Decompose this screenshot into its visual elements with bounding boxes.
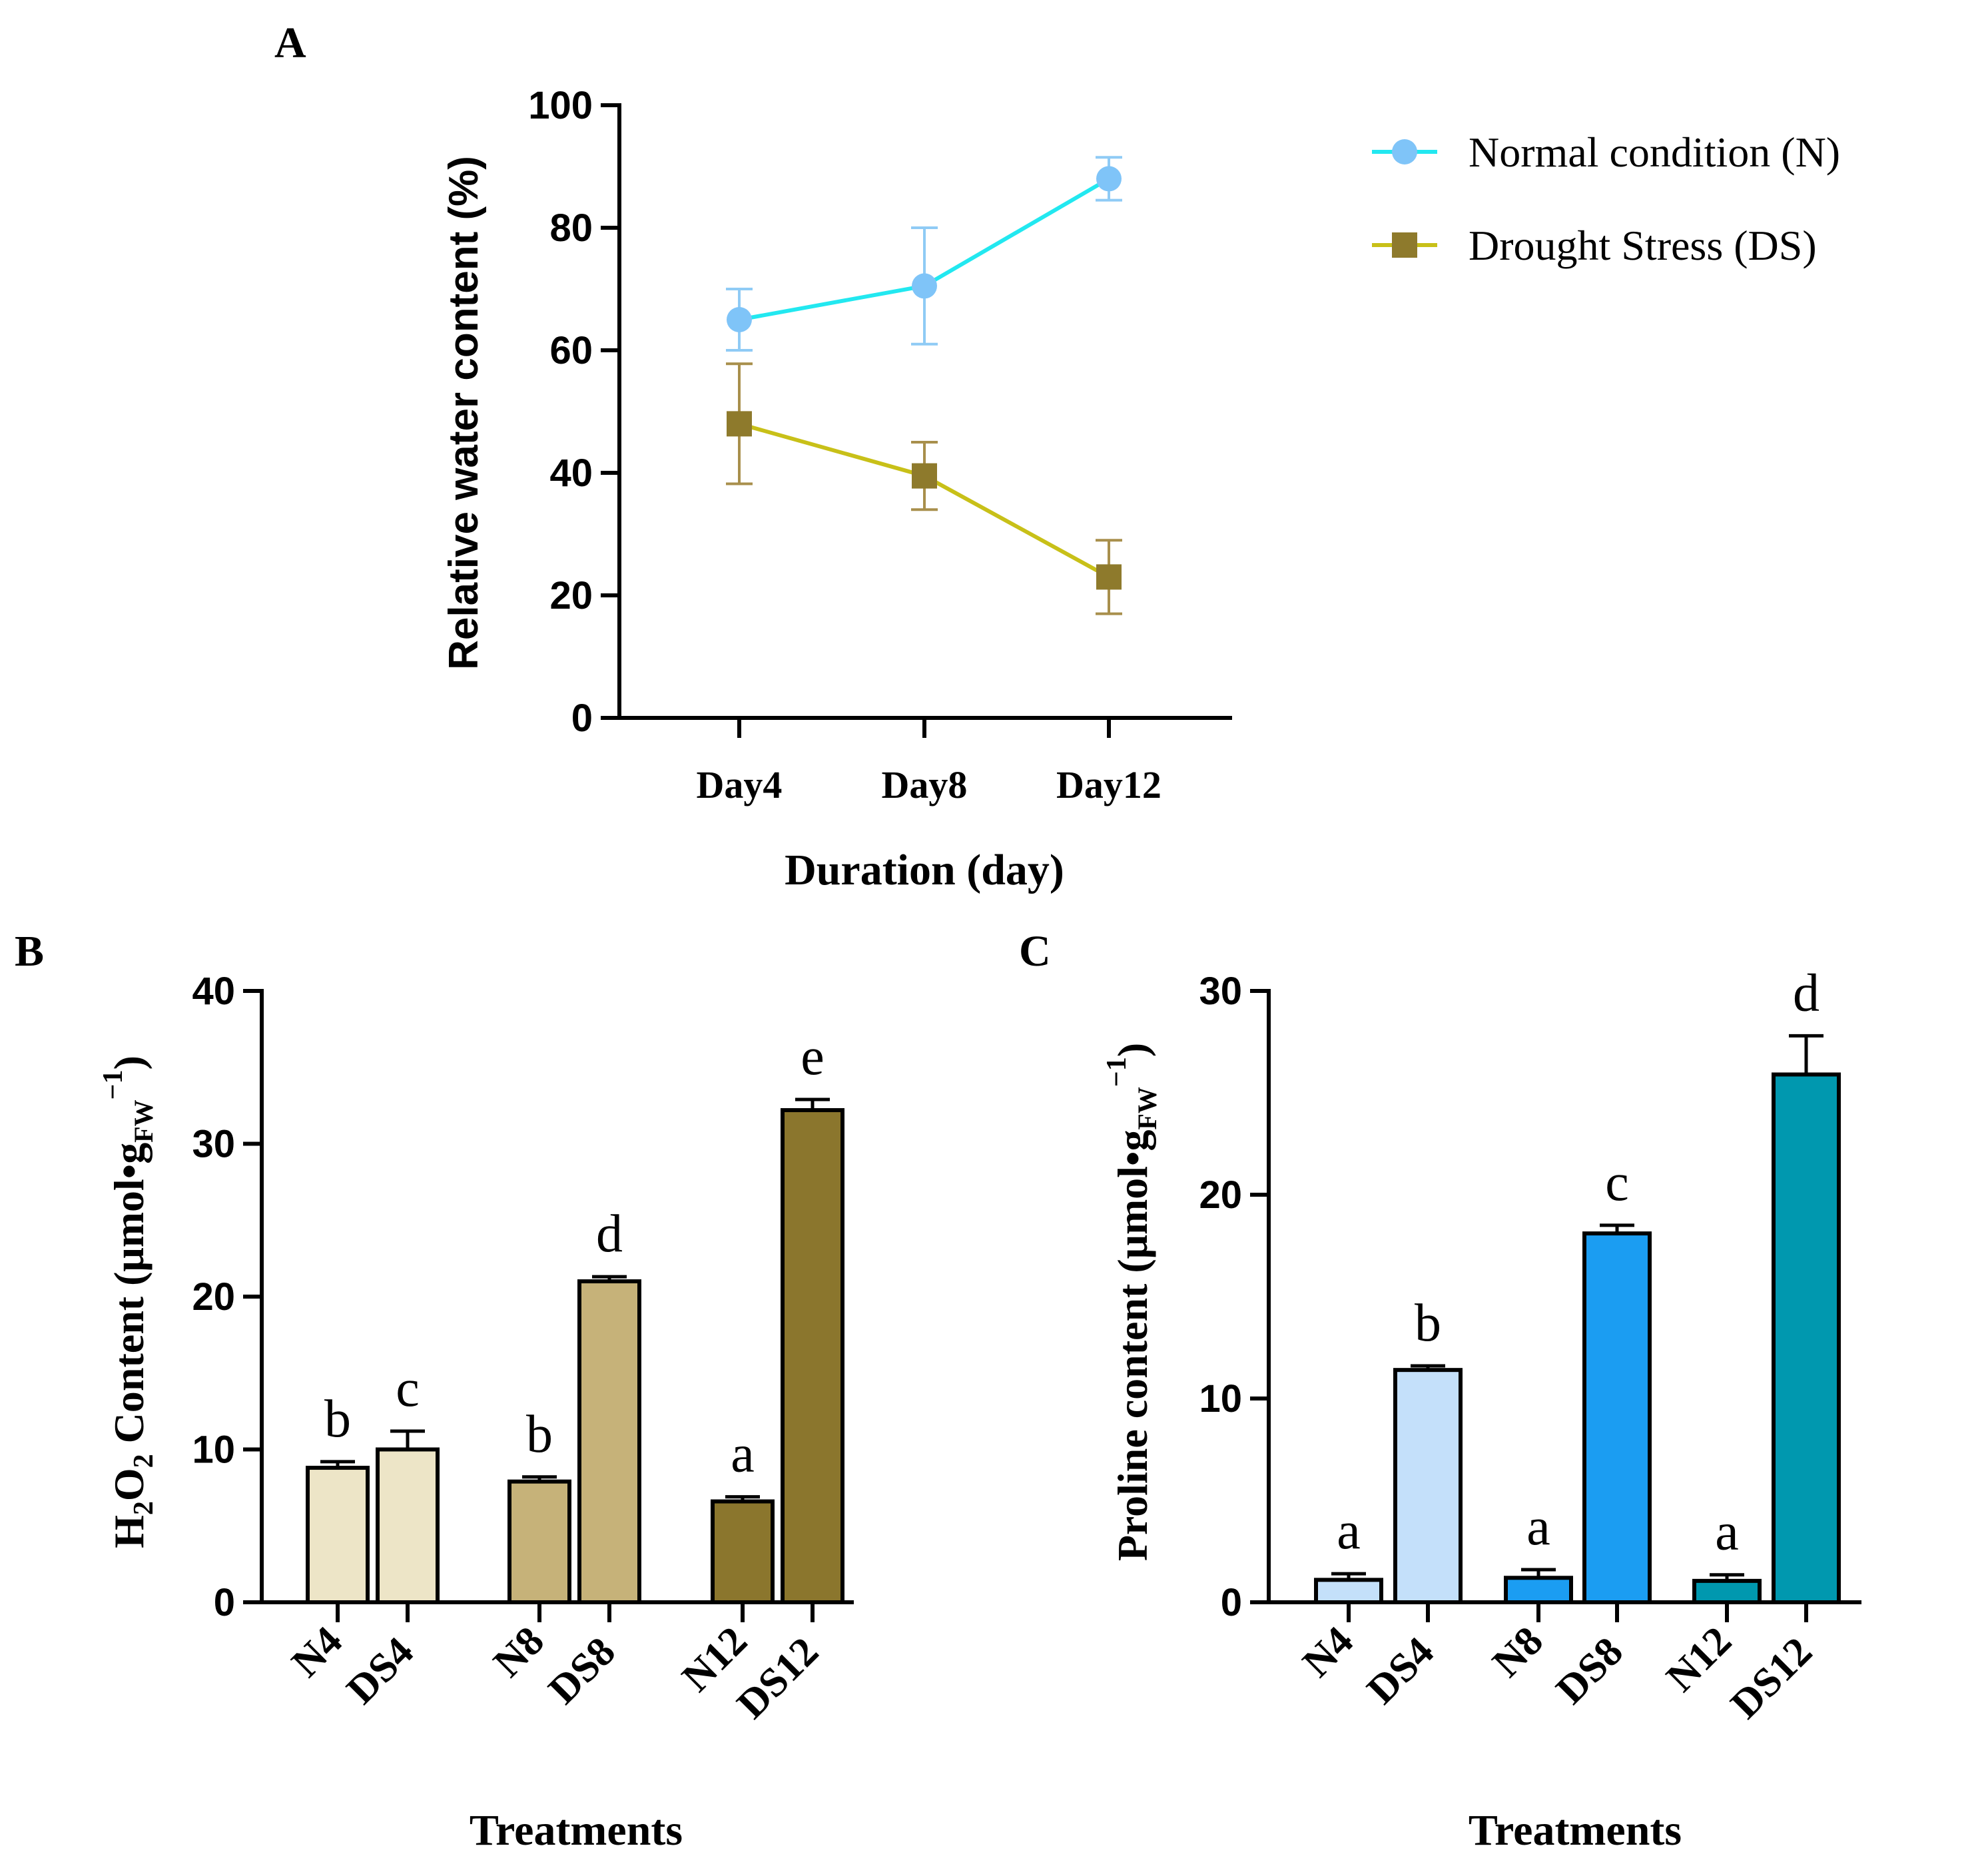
- panel-a-y-tick-label: 60: [549, 329, 593, 372]
- panel-a-x-ticks: Day4 Day8 Day12: [697, 718, 1161, 806]
- bar-ds4: [1393, 1368, 1463, 1604]
- x-tick-label: N8: [485, 1618, 553, 1686]
- panel-a-y-tick-label: 100: [528, 84, 593, 127]
- x-tick-label: DS4: [1359, 1629, 1443, 1713]
- panel-c-label: C: [1019, 927, 1051, 976]
- bar-ds4: [376, 1447, 440, 1604]
- panel-c-y-tick-label: 20: [1199, 1173, 1242, 1217]
- data-point-drought: [1096, 564, 1122, 590]
- bar-ds8: [1582, 1231, 1652, 1604]
- bar-ds12: [781, 1108, 844, 1604]
- panel-a-y-tick-label: 0: [571, 697, 593, 740]
- x-tick-label: N12: [1658, 1618, 1740, 1701]
- x-tick-label: N4: [283, 1618, 351, 1686]
- x-tick-label: N8: [1484, 1618, 1552, 1686]
- significance-letter: b: [324, 1390, 351, 1448]
- panel-c-y-ticks: 0 10 20 30: [1199, 970, 1269, 1624]
- panel-b-y-tick-label: 20: [192, 1275, 235, 1319]
- panel-c-y-tick-label: 0: [1221, 1581, 1242, 1624]
- panel-a-axes: [617, 103, 1232, 720]
- panel-a-y-tick-label: 40: [549, 452, 593, 495]
- panel-a: A 0 20 40 60 80 100 Day4 Day8 Day12 Relative wa…: [274, 19, 1840, 894]
- legend-marker-normal: [1392, 139, 1417, 164]
- bar-ds12: [1772, 1072, 1841, 1604]
- panel-a-x-tick-label: Day12: [1056, 763, 1161, 806]
- significance-letter: a: [1715, 1503, 1739, 1562]
- significance-letter: e: [801, 1028, 825, 1086]
- data-point-normal: [727, 307, 752, 332]
- panel-a-y-tick-label: 20: [549, 574, 593, 617]
- bar-ds8: [577, 1279, 641, 1605]
- x-tick-label: DS4: [338, 1629, 422, 1713]
- panel-c-y-tick-label: 10: [1199, 1377, 1242, 1420]
- bar-n12: [711, 1499, 775, 1605]
- bar-n8: [1504, 1576, 1573, 1605]
- panel-a-y-tick-label: 80: [549, 206, 593, 250]
- significance-letter: c: [1605, 1153, 1629, 1212]
- significance-letter: d: [596, 1205, 623, 1263]
- panel-a-label: A: [274, 19, 306, 67]
- panel-a-x-tick-label: Day8: [882, 763, 968, 806]
- panel-b-y-axis-label: H2O2 Content (μmol•gFW−1): [98, 1056, 159, 1548]
- panel-b-y-tick-label: 30: [192, 1123, 235, 1166]
- significance-letter: a: [1526, 1498, 1550, 1556]
- panel-c-y-tick-label: 30: [1199, 970, 1242, 1013]
- panel-b-x-axis-label: Treatments: [470, 1806, 683, 1855]
- legend-label-normal: Normal condition (N): [1469, 129, 1840, 176]
- bar-n8: [507, 1479, 571, 1605]
- x-tick-label: DS8: [540, 1629, 624, 1713]
- significance-letter: b: [1415, 1294, 1441, 1353]
- panel-a-legend: Normal condition (N) Drought Stress (DS): [1372, 129, 1840, 269]
- x-tick-label: N4: [1294, 1618, 1362, 1686]
- data-point-drought: [912, 463, 937, 489]
- panel-b-y-tick-label: 40: [192, 970, 235, 1013]
- panel-a-x-tick-label: Day4: [697, 763, 783, 806]
- bar-n4: [306, 1466, 370, 1605]
- panel-b-y-ticks: 0 10 20 30 40: [192, 970, 262, 1624]
- significance-letter: d: [1793, 964, 1820, 1022]
- panel-c-x-axis-label: Treatments: [1469, 1806, 1682, 1855]
- panel-b-label: B: [15, 927, 44, 976]
- panel-a-x-axis-label: Duration (day): [785, 846, 1064, 894]
- panel-a-series: [726, 156, 1122, 615]
- panel-a-y-ticks: 0 20 40 60 80 100: [528, 84, 619, 740]
- panel-b-y-tick-label: 10: [192, 1428, 235, 1472]
- panel-a-y-axis-label: Relative water content (%): [441, 156, 487, 670]
- bar-n4: [1314, 1578, 1383, 1605]
- significance-letter: a: [1337, 1502, 1361, 1560]
- bar-n12: [1692, 1578, 1762, 1605]
- data-point-drought: [727, 411, 752, 437]
- legend-marker-drought: [1392, 232, 1417, 258]
- legend-label-drought: Drought Stress (DS): [1469, 222, 1817, 269]
- significance-letter: a: [731, 1425, 755, 1484]
- data-point-normal: [912, 273, 937, 299]
- panel-c-bars: a b a c a d: [1314, 964, 1841, 1605]
- data-point-normal: [1096, 166, 1122, 192]
- x-tick-label: DS8: [1548, 1629, 1632, 1713]
- x-tick-label: DS12: [1722, 1629, 1821, 1727]
- panel-c-y-axis-label: Proline content (μmol•gFW−1): [1102, 1043, 1162, 1561]
- significance-letter: c: [396, 1359, 420, 1418]
- panel-b-y-tick-label: 0: [214, 1581, 235, 1624]
- significance-letter: b: [526, 1405, 553, 1464]
